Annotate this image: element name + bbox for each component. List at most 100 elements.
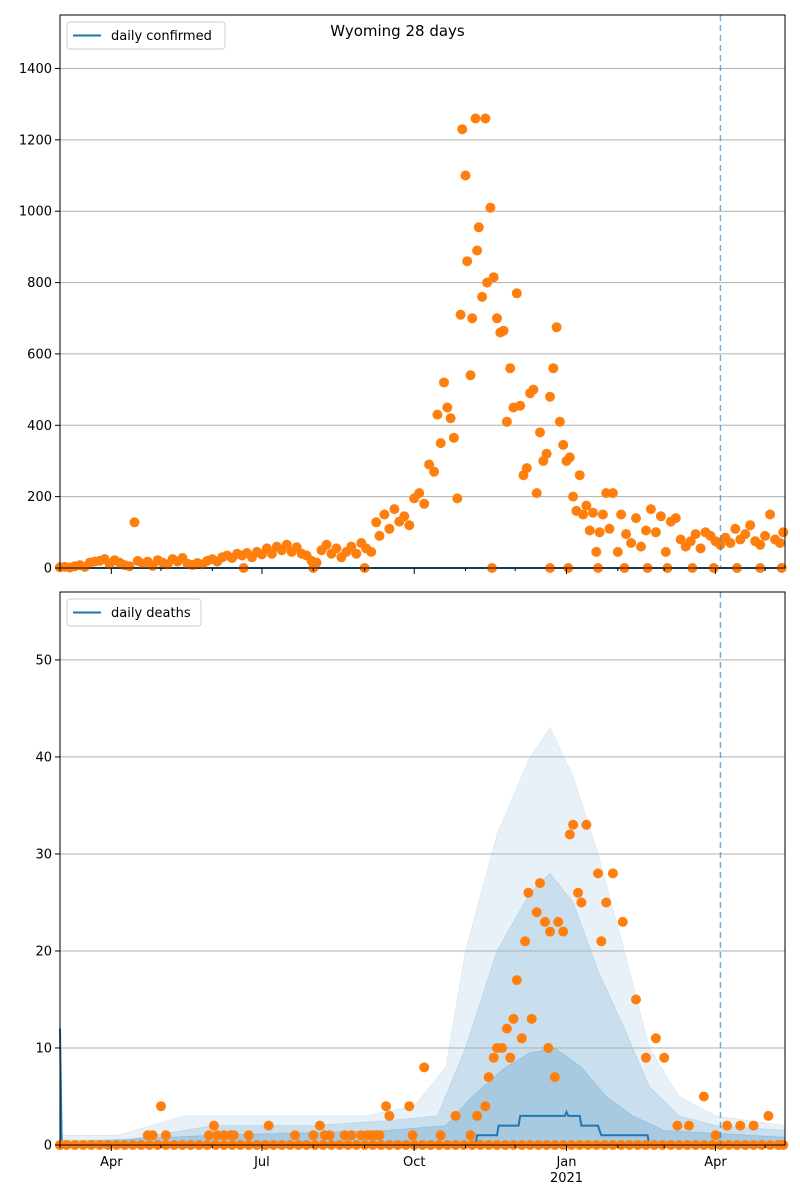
data-point: [748, 1120, 759, 1131]
data-point: [455, 309, 466, 320]
data-point: [545, 926, 555, 937]
data-point: [505, 1052, 516, 1063]
chart-title: Wyoming 28 days: [330, 22, 465, 40]
data-point: [670, 513, 681, 524]
data-point: [755, 539, 766, 550]
data-point: [528, 384, 539, 395]
data-point: [760, 530, 771, 541]
data-point: [531, 907, 542, 918]
data-point: [591, 546, 602, 557]
data-point: [424, 459, 435, 470]
data-point: [597, 509, 608, 520]
data-point: [321, 539, 332, 550]
data-point: [636, 541, 646, 552]
y-tick-label: 1400: [19, 62, 52, 77]
y-tick-label: 1000: [19, 205, 52, 220]
data-point: [564, 452, 575, 463]
data-point: [414, 488, 425, 499]
data-point: [498, 325, 509, 336]
data-point: [763, 1110, 774, 1121]
data-point: [541, 448, 552, 459]
data-point: [429, 466, 440, 477]
y-tick-label: 800: [27, 276, 52, 291]
data-point: [545, 391, 555, 402]
data-point: [480, 1101, 491, 1112]
y-tick-label: 10: [35, 1041, 52, 1056]
data-point: [535, 878, 545, 889]
y-tick-label: 0: [44, 1139, 52, 1154]
data-point: [655, 511, 666, 522]
data-point: [551, 322, 562, 333]
data-point: [765, 509, 776, 520]
data-point: [497, 1043, 507, 1053]
data-point: [379, 509, 390, 520]
data-point: [616, 509, 627, 520]
y-axis-ticks: 0 200 400 600 800 1000 1200 1400: [19, 62, 60, 577]
data-point: [516, 1033, 527, 1044]
data-point: [482, 277, 493, 288]
data-point: [735, 1120, 746, 1131]
y-tick-label: 200: [27, 490, 52, 505]
y-tick-label: 50: [35, 653, 52, 668]
data-point: [543, 1043, 554, 1053]
legend: daily deaths: [66, 598, 202, 627]
data-point: [290, 1130, 300, 1141]
data-point: [465, 370, 476, 381]
data-point: [384, 523, 395, 534]
data-point: [435, 438, 446, 449]
data-point: [722, 1120, 733, 1131]
data-point: [156, 1101, 166, 1112]
data-point: [631, 513, 641, 524]
data-point: [581, 500, 592, 511]
data-point: [568, 819, 579, 830]
data-point: [228, 1130, 239, 1141]
data-point: [775, 538, 785, 548]
deaths-panel: 0 10 20 30 40 50 Apr Jul Oct Jan Apr daily deaths…: [35, 591, 789, 1186]
data-point: [331, 543, 342, 554]
data-point: [593, 868, 603, 879]
data-point: [324, 1130, 335, 1141]
data-point: [147, 1130, 158, 1141]
y-tick-label: 30: [35, 847, 52, 862]
data-point: [389, 504, 400, 515]
data-point: [366, 546, 377, 557]
data-point: [488, 272, 499, 283]
data-point: [626, 538, 637, 548]
data-point: [488, 1052, 499, 1063]
data-point: [515, 400, 526, 411]
data-point: [594, 527, 605, 538]
legend-box: [66, 598, 202, 627]
plot-frame: [59, 591, 786, 1146]
confirmed-panel: 0 200 400 600 800 1000 1200 1400 Wyoming 28 day…: [19, 14, 789, 577]
x-tick-label: Jan: [555, 1155, 576, 1170]
data-point: [521, 463, 532, 474]
data-point: [695, 543, 706, 554]
data-point: [472, 245, 483, 256]
data-point: [208, 1120, 219, 1131]
data-point: [314, 1120, 325, 1131]
data-point: [160, 1130, 171, 1141]
data-point: [675, 534, 686, 545]
data-point: [404, 1101, 415, 1112]
x-tick-label: Jul: [253, 1155, 270, 1170]
x-tick-label: Apr: [704, 1155, 727, 1170]
data-point: [492, 313, 502, 324]
data-point: [548, 363, 559, 374]
data-point: [685, 536, 696, 547]
data-point: [641, 525, 651, 536]
data-point: [460, 170, 471, 181]
data-point: [725, 538, 736, 548]
data-point: [596, 936, 607, 947]
legend-label: daily confirmed: [111, 29, 212, 44]
data-point: [308, 1130, 319, 1141]
data-point: [472, 1110, 483, 1121]
data-point: [442, 402, 453, 413]
data-point: [480, 113, 491, 124]
data-point: [505, 363, 516, 374]
data-point: [730, 523, 741, 534]
data-point: [607, 488, 618, 499]
data-point: [351, 548, 362, 559]
x-tick-label: Oct: [403, 1155, 425, 1170]
data-point: [404, 520, 415, 531]
data-point: [266, 548, 277, 559]
